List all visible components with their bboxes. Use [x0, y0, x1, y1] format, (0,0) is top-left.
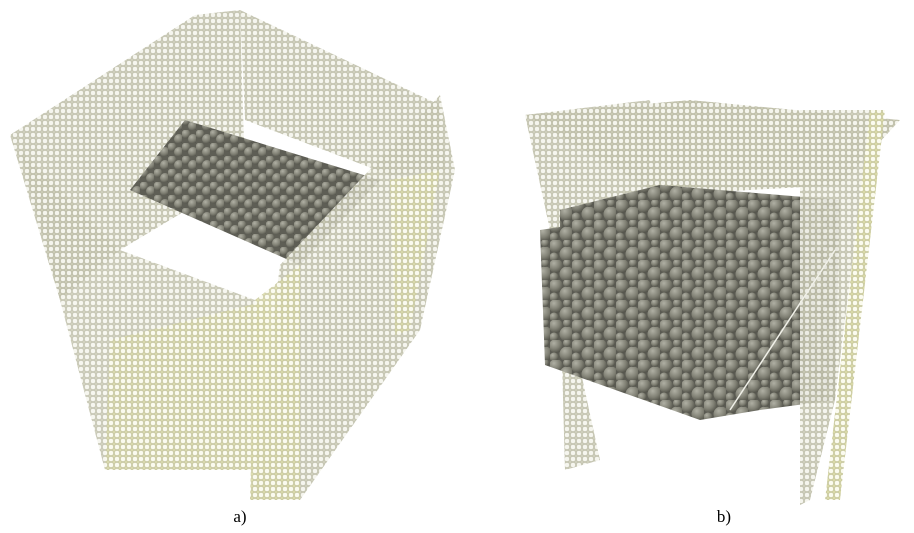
caption: b) [717, 507, 731, 526]
caption: a) [233, 507, 246, 526]
panel-b [525, 100, 900, 505]
panel-a [10, 10, 455, 500]
